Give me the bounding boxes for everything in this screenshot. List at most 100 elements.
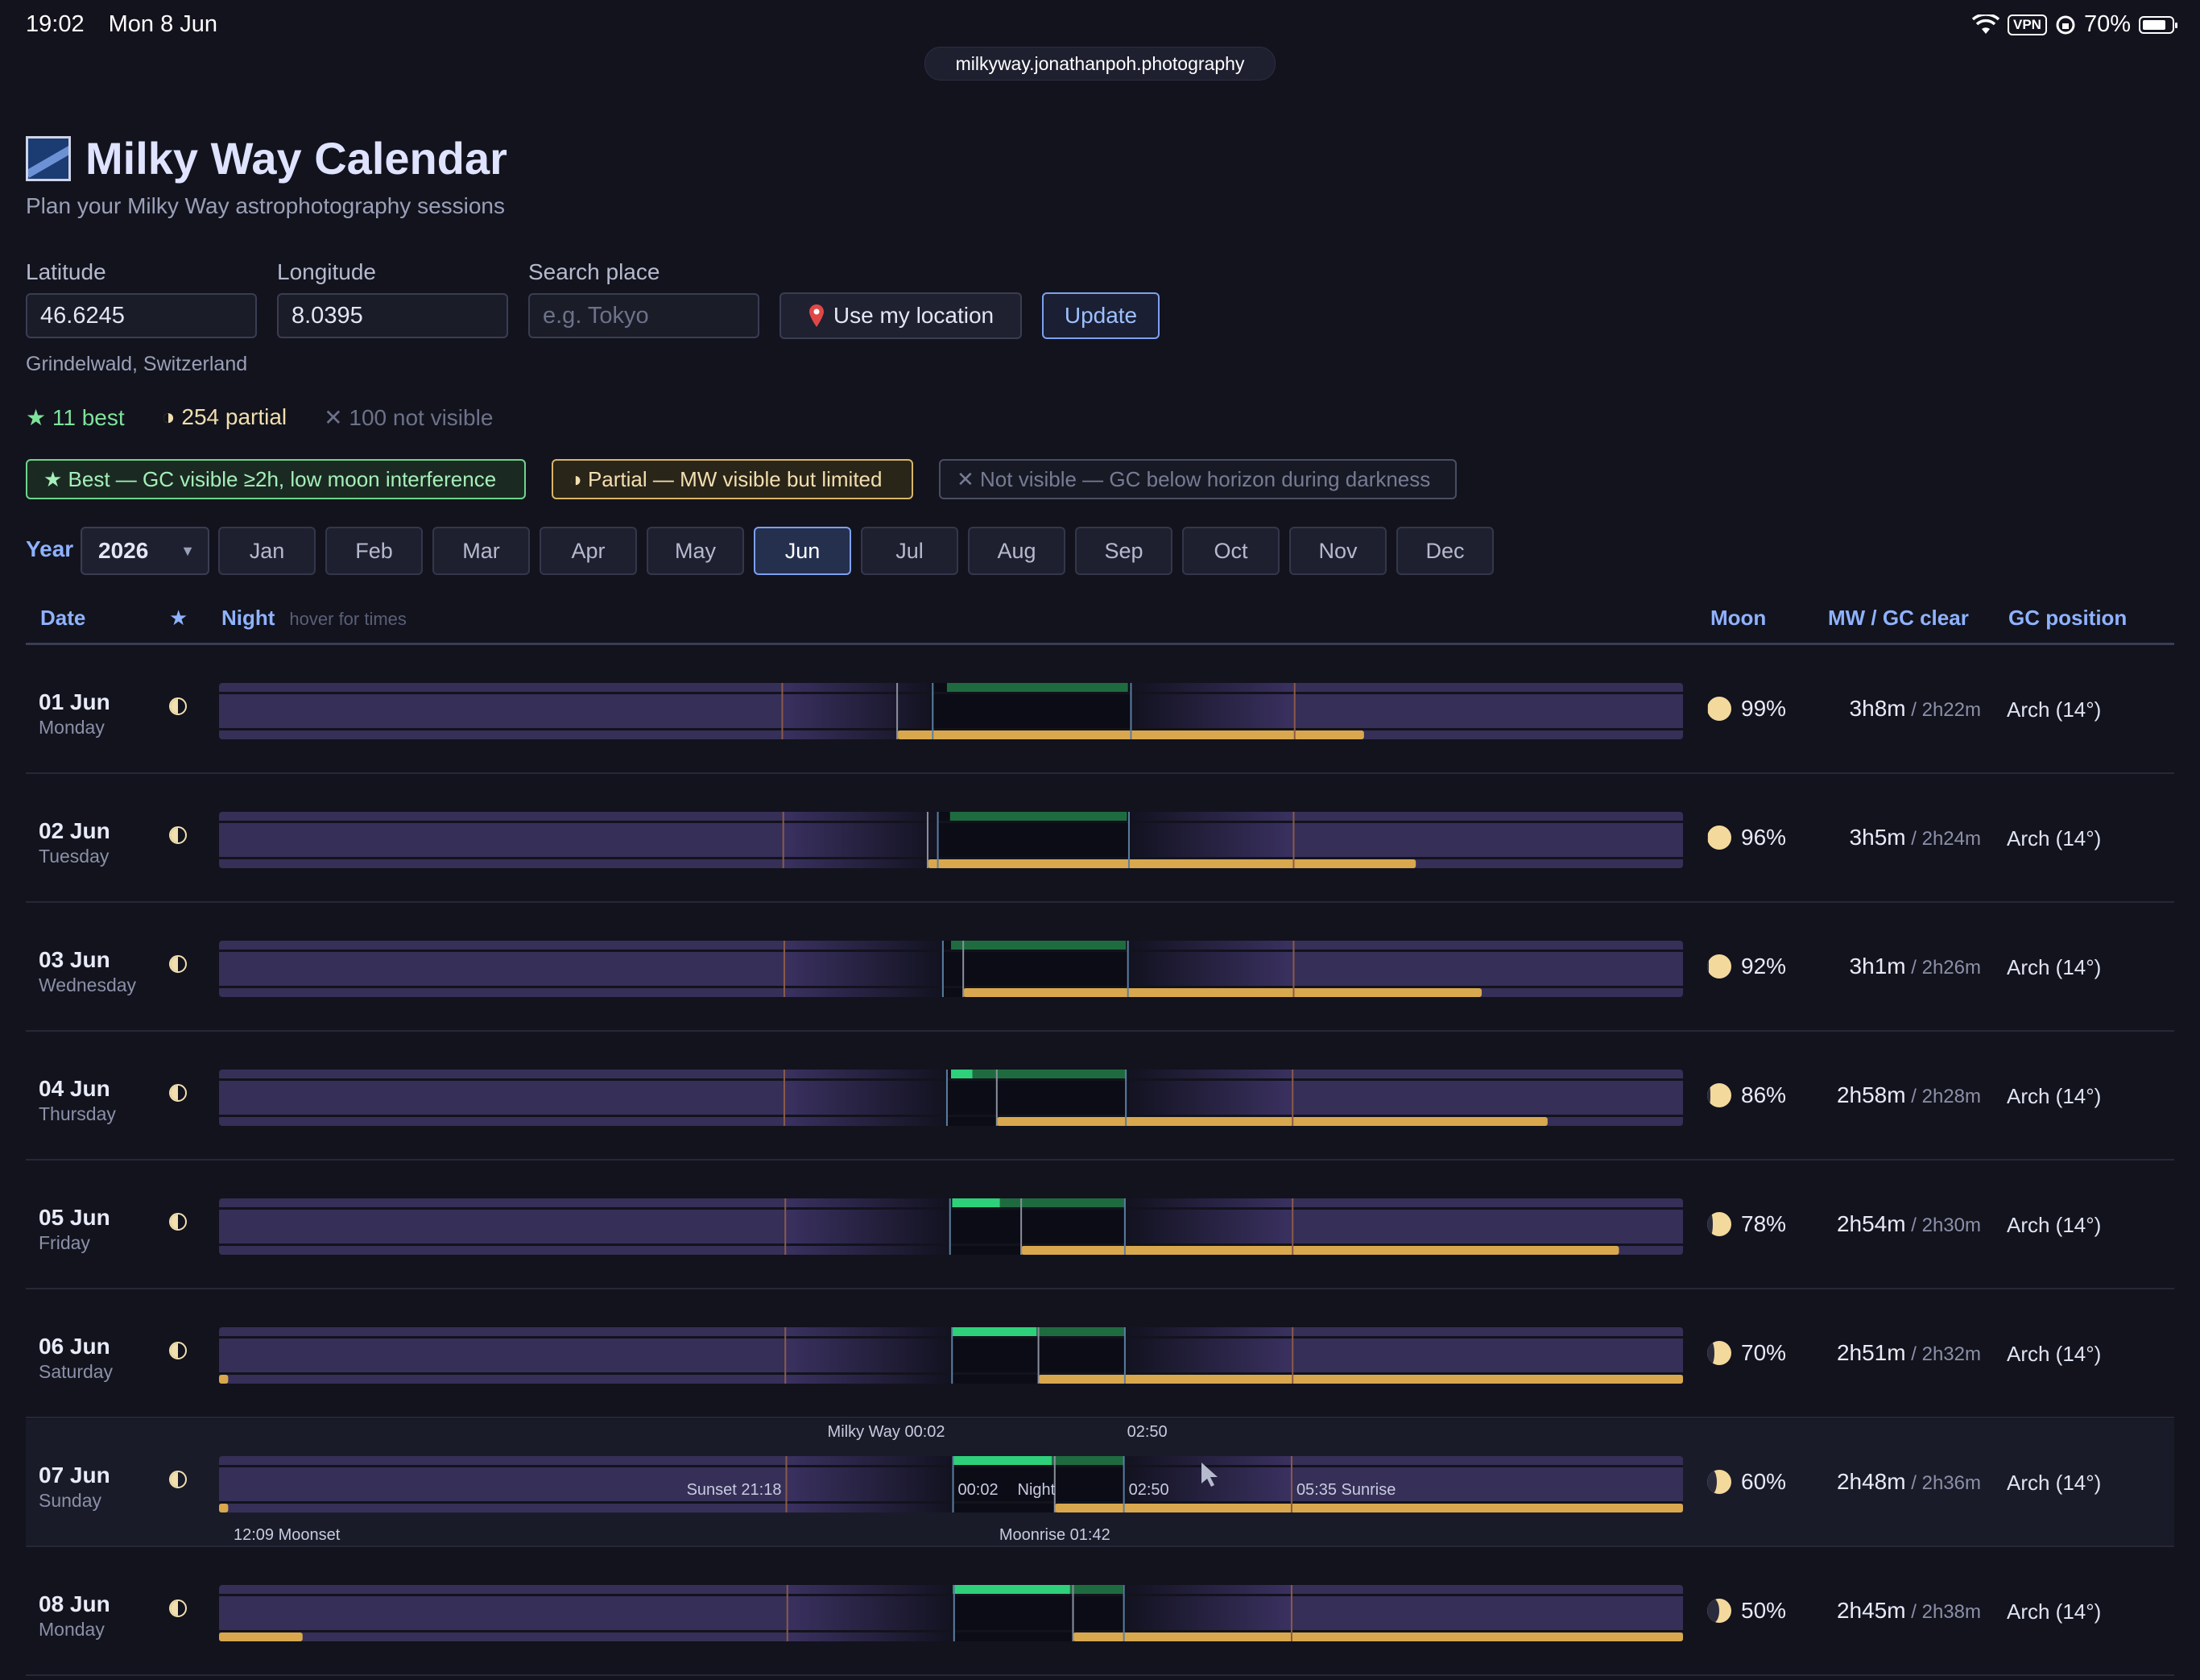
use-my-location-label: Use my location <box>833 303 995 328</box>
month-tab-aug[interactable]: Aug <box>968 527 1065 575</box>
moon-cell: 92% <box>1707 954 1786 979</box>
gc-position: Arch (14°) <box>2007 826 2102 850</box>
twilight-dusk <box>784 1070 947 1126</box>
star-icon: ★ <box>43 467 68 491</box>
gc-clear: 2h30m <box>1921 1214 1981 1236</box>
moon-cell: 50% <box>1707 1598 1786 1624</box>
night-end-marker <box>1127 941 1129 997</box>
calendar-row[interactable]: 05 Jun Friday 78% 2h54m / 2h30m Arch (14°) <box>26 1161 2174 1289</box>
milky-way-window <box>951 941 1127 950</box>
longitude-label: Longitude <box>277 259 377 284</box>
legend-best-filter[interactable]: ★ Best — GC visible ≥2h, low moon interf… <box>26 459 526 499</box>
column-moon[interactable]: Moon <box>1710 606 1767 630</box>
battery-percent: 70% <box>2083 11 2131 37</box>
month-tab-sep[interactable]: Sep <box>1075 527 1172 575</box>
tooltip-sunset: Sunset 21:18 <box>687 1481 782 1499</box>
legend-partial-filter[interactable]: ◑ Partial — MW visible but limited <box>552 459 913 499</box>
page-title: Milky Way Calendar <box>85 133 507 184</box>
moon-cell: 78% <box>1707 1211 1786 1237</box>
night-timeline[interactable] <box>219 1290 1683 1418</box>
sunrise-marker <box>1292 1327 1294 1384</box>
calendar-row[interactable]: 02 Jun Tuesday 96% 3h5m / 2h24m Arch (14°) <box>26 775 2174 903</box>
gc-clear: 2h38m <box>1921 1601 1981 1623</box>
night-timeline[interactable]: Milky Way 00:02 02:50 Sunset 21:18 00:02 Nig… <box>219 1419 1683 1547</box>
calendar-row[interactable]: 01 Jun Monday 99% 3h8m / 2h22m Arch (14°) <box>26 646 2174 774</box>
use-my-location-button[interactable]: Use my location <box>780 292 1022 339</box>
calendar-row[interactable]: 06 Jun Saturday 70% 2h51m / 2h32m Arch (14°) <box>26 1290 2174 1418</box>
month-tab-nov[interactable]: Nov <box>1289 527 1387 575</box>
night-timeline[interactable] <box>219 1032 1683 1161</box>
row-date: 01 Jun <box>39 689 110 714</box>
search-place-input[interactable] <box>528 293 759 338</box>
page-subtitle: Plan your Milky Way astrophotography ses… <box>26 193 505 218</box>
moon-percent: 50% <box>1741 1598 1787 1623</box>
clear-time: 2h54m / 2h30m <box>1836 1211 1981 1236</box>
mw-clear: 2h54m <box>1836 1211 1906 1236</box>
night-timeline[interactable] <box>219 904 1683 1032</box>
status-date: Mon 8 Jun <box>108 11 218 37</box>
night-timeline-chart <box>219 941 1683 997</box>
night-timeline[interactable] <box>219 1548 1683 1676</box>
month-tab-mar[interactable]: Mar <box>432 527 530 575</box>
night-timeline[interactable] <box>219 646 1683 774</box>
twilight-dusk <box>783 812 938 868</box>
year-select[interactable]: 2026 ▼ <box>81 527 209 575</box>
month-tab-apr[interactable]: Apr <box>540 527 637 575</box>
gc-clear: 2h32m <box>1921 1343 1981 1365</box>
row-date: 05 Jun <box>39 1205 110 1230</box>
row-weekday: Saturday <box>39 1361 114 1382</box>
update-button[interactable]: Update <box>1042 292 1160 339</box>
sunrise-marker <box>1292 1070 1294 1126</box>
month-tab-dec[interactable]: Dec <box>1396 527 1494 575</box>
partial-status-icon <box>169 697 187 715</box>
moon-percent: 92% <box>1741 954 1787 979</box>
moon-percent: 70% <box>1741 1340 1787 1365</box>
row-date: 03 Jun <box>39 947 110 972</box>
sunset-marker <box>781 683 784 739</box>
month-tab-oct[interactable]: Oct <box>1182 527 1280 575</box>
longitude-input[interactable] <box>277 293 508 338</box>
sunset-marker <box>786 1585 788 1641</box>
sunset-marker <box>784 1327 787 1384</box>
calendar-row[interactable]: 04 Jun Thursday 86% 2h58m / 2h28m Arch (14°) <box>26 1032 2174 1161</box>
month-tab-jan[interactable]: Jan <box>218 527 316 575</box>
lane-separator <box>219 1115 1683 1117</box>
month-tab-feb[interactable]: Feb <box>325 527 423 575</box>
night-start-marker <box>932 683 934 739</box>
place-name: Grindelwald, Switzerland <box>26 353 248 375</box>
moon-phase-icon <box>1707 826 1731 850</box>
column-gc-position[interactable]: GC position <box>2008 606 2128 630</box>
night-end-marker <box>1123 1585 1125 1641</box>
night-end-marker <box>1130 683 1132 739</box>
month-tab-jun[interactable]: Jun <box>754 527 851 575</box>
summary-counts: ★ 11 best ◑ 254 partial ✕ 100 not visibl… <box>26 404 493 431</box>
cursor-icon <box>1201 1463 1218 1487</box>
calendar-row[interactable]: 07 Jun Sunday Milky Way 00:02 02:50 Sunset 2… <box>26 1419 2174 1547</box>
column-mw-gc-clear[interactable]: MW / GC clear <box>1828 606 1969 630</box>
night-timeline[interactable] <box>219 1161 1683 1289</box>
calendar-row[interactable]: 08 Jun Monday 50% 2h45m / 2h38m Arch (14°) <box>26 1548 2174 1676</box>
moon-cell: 99% <box>1707 696 1786 722</box>
night-timeline-chart <box>219 1070 1683 1126</box>
partial-status-icon <box>169 1471 187 1488</box>
column-star-icon[interactable]: ★ <box>169 606 188 630</box>
tooltip-night: Night <box>1018 1481 1056 1499</box>
milky-way-window <box>946 683 1128 692</box>
row-date: 07 Jun <box>39 1463 110 1488</box>
latitude-input[interactable] <box>26 293 257 338</box>
mw-clear: 2h48m <box>1836 1469 1906 1494</box>
night-start-marker <box>949 1198 951 1255</box>
month-tab-jul[interactable]: Jul <box>861 527 958 575</box>
partial-status-icon <box>169 826 187 844</box>
month-tab-may[interactable]: May <box>647 527 744 575</box>
gc-clear: 2h22m <box>1921 699 1981 721</box>
column-date[interactable]: Date <box>40 606 86 630</box>
status-bar: 19:02 Mon 8 Jun VPN 70% <box>0 0 2200 52</box>
calendar-row[interactable]: 03 Jun Wednesday 92% 3h1m / 2h26m Arch (14°) <box>26 904 2174 1032</box>
legend-not-visible-filter[interactable]: ✕ Not visible — GC below horizon during … <box>939 459 1457 499</box>
clear-time: 2h58m / 2h28m <box>1836 1082 1981 1107</box>
night-timeline[interactable] <box>219 775 1683 903</box>
sunrise-marker <box>1293 683 1296 739</box>
clear-time: 3h5m / 2h24m <box>1849 825 1981 850</box>
url-bar[interactable]: milkyway.jonathanpoh.photography <box>924 47 1276 81</box>
